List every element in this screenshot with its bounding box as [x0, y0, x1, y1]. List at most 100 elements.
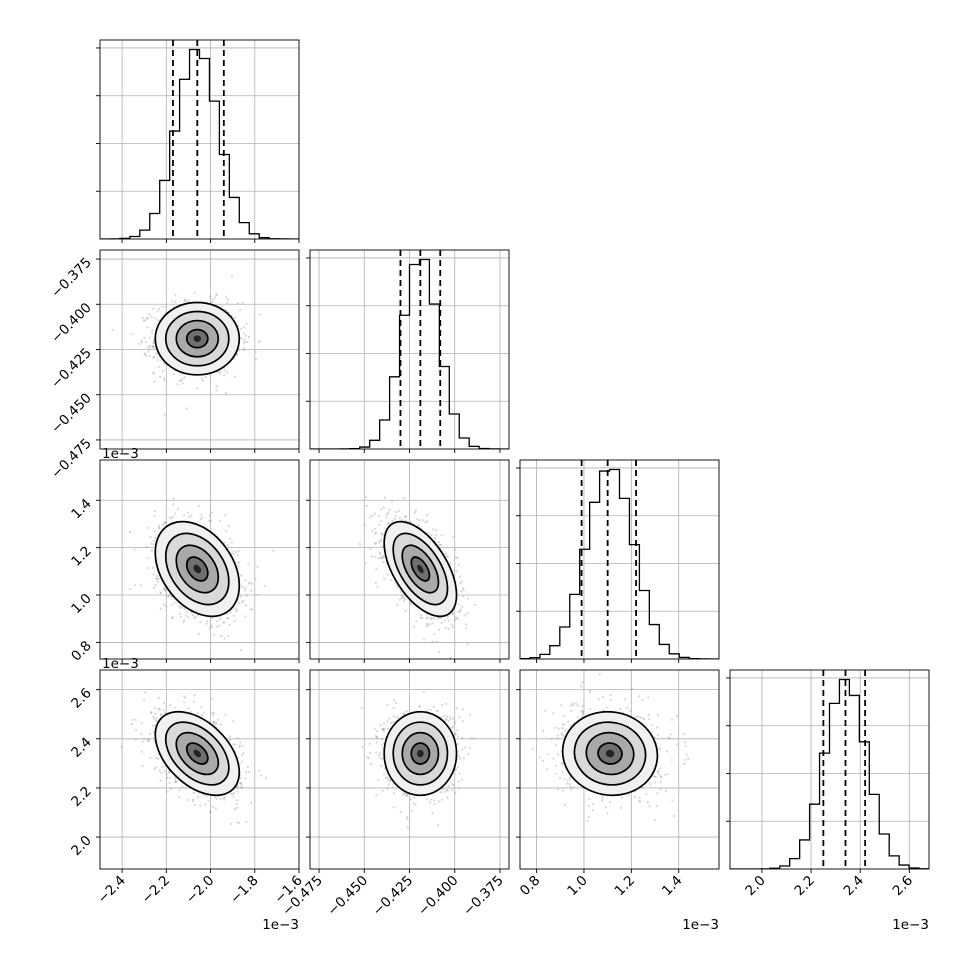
scatter-point: [462, 595, 465, 598]
scatter-point: [153, 510, 156, 513]
scatter-point: [153, 717, 156, 720]
scatter-point: [379, 556, 382, 559]
scatter-point: [426, 513, 429, 517]
scatter-point: [220, 634, 223, 638]
scatter-point: [191, 614, 194, 617]
scatter-point: [180, 379, 183, 382]
scatter-point: [188, 515, 191, 518]
scatter-point: [243, 349, 246, 352]
scatter-point: [160, 712, 163, 716]
scatter-point: [358, 542, 361, 546]
scatter-point: [175, 780, 178, 783]
scatter-point: [159, 714, 162, 717]
scatter-point: [185, 299, 188, 302]
scatter-point: [183, 695, 186, 698]
scatter-point: [242, 338, 246, 341]
scatter-point: [159, 375, 162, 378]
y-tick-label: −0.425: [48, 345, 95, 392]
scatter-point: [240, 337, 243, 340]
scatter-point: [152, 372, 155, 375]
scatter-point: [220, 305, 223, 308]
scatter-point: [163, 588, 166, 591]
scatter-point: [244, 334, 247, 337]
scatter-point: [217, 718, 220, 721]
scatter-point: [248, 581, 251, 585]
scatter-point: [208, 811, 211, 814]
scatter-point: [159, 591, 162, 594]
scatter-point: [381, 532, 384, 535]
scatter-point: [155, 719, 158, 722]
scatter-point: [130, 722, 133, 726]
scatter-point: [247, 562, 250, 565]
scatter-point: [128, 530, 131, 533]
density-contour: [383, 520, 458, 618]
scatter-point: [169, 516, 172, 519]
scatter-point: [386, 522, 389, 525]
scatter-point: [234, 316, 237, 319]
scatter-point: [385, 516, 388, 519]
scatter-point: [215, 385, 218, 388]
scatter-point: [162, 702, 165, 705]
scatter-point: [247, 335, 250, 338]
scatter-point: [154, 536, 157, 540]
scatter-point: [208, 514, 212, 517]
scatter-point: [168, 776, 171, 779]
scatter-point: [465, 623, 468, 626]
scatter-point: [434, 537, 437, 540]
scatter-point: [212, 714, 215, 717]
scatter-point: [390, 578, 393, 582]
scatter-point: [224, 713, 227, 716]
scatter-point: [158, 308, 161, 311]
scatter-point: [173, 706, 176, 709]
panel-frame: [309, 459, 510, 660]
scatter-point: [192, 700, 196, 703]
scatter-point: [165, 772, 168, 776]
scatter-point: [240, 328, 243, 331]
scatter-point: [152, 345, 155, 348]
scatter-point: [382, 506, 385, 509]
scatter-point: [240, 760, 243, 763]
scatter-point: [222, 796, 225, 799]
histogram-panel-3: [516, 459, 720, 663]
scatter-point: [144, 319, 147, 322]
density-contour: [175, 544, 220, 594]
scatter-point: [197, 712, 200, 715]
y-tick-label: −0.475: [48, 435, 95, 482]
density-contour: [175, 319, 220, 358]
scatter-point: [383, 496, 387, 499]
scatter-point: [146, 326, 149, 329]
scatter-point: [373, 527, 376, 530]
scatter-point: [171, 617, 174, 620]
scatter-point: [382, 555, 385, 558]
scatter-point: [172, 503, 175, 506]
scatter-point: [172, 515, 175, 518]
scatter-point: [178, 604, 181, 608]
scatter-point: [183, 607, 186, 611]
scatter-point: [382, 561, 385, 564]
scatter-point: [141, 764, 144, 767]
scatter-point: [236, 562, 239, 565]
scatter-point: [182, 621, 185, 624]
scatter-point: [202, 379, 205, 382]
scatter-point: [147, 739, 150, 742]
scatter-point: [236, 786, 239, 789]
scatter-point: [237, 550, 240, 553]
scatter-point: [193, 291, 196, 294]
scatter-point: [438, 543, 441, 546]
scatter-point: [379, 539, 382, 542]
scatter-point: [248, 582, 251, 585]
scatter-point: [244, 777, 247, 780]
scatter-point: [259, 313, 262, 316]
scatter-point: [386, 511, 390, 514]
scatter-point: [386, 573, 389, 576]
scatter-point: [230, 275, 234, 278]
scatter-point: [236, 737, 239, 740]
scatter-point: [144, 340, 148, 343]
scatter-point: [377, 556, 380, 560]
scatter-point: [162, 362, 165, 365]
scatter-point: [163, 711, 166, 714]
scatter-point: [226, 617, 229, 620]
scatter-point: [183, 376, 186, 379]
scatter-point: [158, 526, 161, 530]
scatter-point: [256, 593, 259, 596]
